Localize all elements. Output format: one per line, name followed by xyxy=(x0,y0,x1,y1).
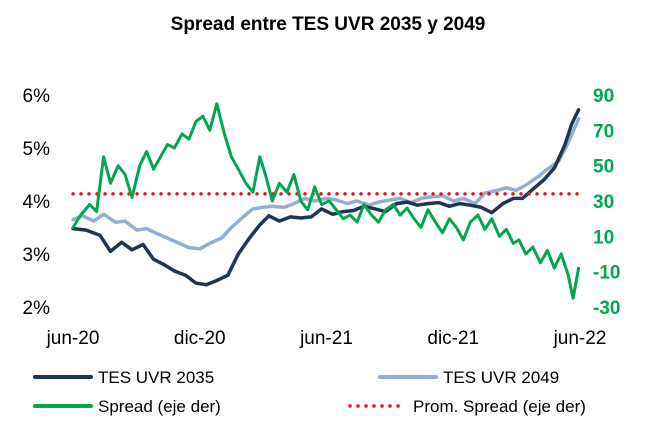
chart-title: Spread entre TES UVR 2035 y 2049 xyxy=(171,14,486,35)
y-right-tick-label: -30 xyxy=(593,298,620,319)
y-right-tick-label: 50 xyxy=(593,157,614,178)
legend-label: TES UVR 2049 xyxy=(443,368,559,387)
x-tick-label: dic-20 xyxy=(174,328,226,349)
y-left-tick-label: 2% xyxy=(23,298,51,319)
y-right-tick-label: -10 xyxy=(593,263,620,284)
legend: TES UVR 2035 TES UVR 2049 Spread (eje der)… xyxy=(33,368,586,416)
y-axis-left: 2% 3% 4% 5% 6% xyxy=(23,86,51,319)
legend-label: TES UVR 2035 xyxy=(98,368,214,387)
y-left-tick-label: 6% xyxy=(23,86,51,107)
y-left-tick-label: 4% xyxy=(23,192,51,213)
y-right-tick-label: 10 xyxy=(593,227,614,248)
series-line-tes-uvr-2035 xyxy=(71,108,581,287)
y-left-tick-label: 3% xyxy=(23,245,51,266)
x-tick-label: jun-22 xyxy=(553,328,607,349)
legend-label: Spread (eje der) xyxy=(98,397,221,416)
y-axis-right: -30 -10 10 30 50 70 90 xyxy=(593,86,620,319)
x-tick-label: jun-21 xyxy=(299,328,353,349)
series-line-tes-uvr-2049 xyxy=(71,117,581,251)
y-right-tick-label: 90 xyxy=(593,86,614,107)
x-axis: jun-20 dic-20 jun-21 dic-21 jun-22 xyxy=(46,328,607,349)
plot-area xyxy=(71,102,581,300)
x-tick-label: jun-20 xyxy=(46,328,100,349)
legend-label: Prom. Spread (eje der) xyxy=(413,397,586,416)
y-right-tick-label: 70 xyxy=(593,121,614,142)
y-left-tick-label: 5% xyxy=(23,139,51,160)
x-tick-label: dic-21 xyxy=(427,328,479,349)
series-line-spread-eje-der xyxy=(71,102,581,300)
y-right-tick-label: 30 xyxy=(593,192,614,213)
